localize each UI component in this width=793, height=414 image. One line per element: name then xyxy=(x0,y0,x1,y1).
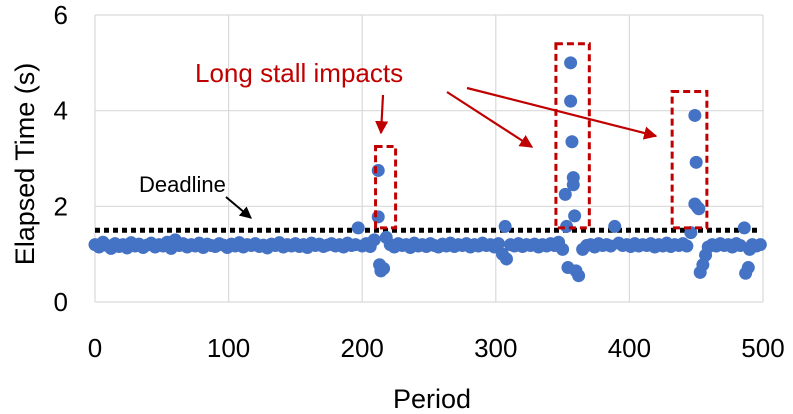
data-point xyxy=(377,262,391,276)
gridlines xyxy=(94,14,764,303)
x-tick-label: 0 xyxy=(88,333,102,363)
y-axis-title: Elapsed Time (s) xyxy=(10,63,40,266)
data-point xyxy=(556,242,570,256)
data-points xyxy=(88,56,767,283)
deadline-label: Deadline xyxy=(139,172,226,197)
y-tick-label: 0 xyxy=(54,287,68,317)
axes: 0 100 200 300 400 500 0 2 4 6 xyxy=(54,0,785,363)
x-axis-title: Period xyxy=(393,384,471,414)
data-point xyxy=(680,239,694,253)
x-tick-label: 200 xyxy=(341,333,384,363)
x-tick-label: 100 xyxy=(207,333,250,363)
deadline-arrow xyxy=(225,196,252,219)
annotations xyxy=(225,42,709,230)
data-point xyxy=(367,233,381,247)
y-tick-label: 4 xyxy=(54,96,68,126)
data-point xyxy=(608,219,622,233)
stall-region-box xyxy=(670,90,709,230)
data-point xyxy=(568,209,582,223)
data-point xyxy=(566,178,580,192)
data-point xyxy=(565,135,579,149)
stall-arrow xyxy=(375,94,389,135)
data-point xyxy=(684,226,698,240)
data-point xyxy=(491,237,505,251)
y-tick-label: 6 xyxy=(54,0,68,30)
stall-annotation-label: Long stall impacts xyxy=(195,58,403,88)
x-tick-label: 500 xyxy=(741,333,784,363)
stall-region-box xyxy=(374,145,398,230)
data-point xyxy=(753,238,767,252)
data-point xyxy=(689,155,703,169)
data-point xyxy=(564,94,578,108)
data-point xyxy=(371,210,385,224)
data-point xyxy=(351,221,365,235)
data-point xyxy=(741,261,755,275)
data-point xyxy=(371,163,385,177)
data-point xyxy=(499,252,513,266)
y-tick-label: 2 xyxy=(54,191,68,221)
data-point xyxy=(737,221,751,235)
stall-region-box xyxy=(554,42,591,230)
data-point xyxy=(572,269,586,283)
data-point xyxy=(692,202,706,216)
data-point xyxy=(558,187,572,201)
stall-arrow xyxy=(446,91,534,148)
data-point xyxy=(688,108,702,122)
data-point xyxy=(560,219,574,233)
data-point xyxy=(498,219,512,233)
data-point xyxy=(564,56,578,70)
stall-arrow xyxy=(466,86,658,140)
x-tick-label: 400 xyxy=(608,333,651,363)
x-tick-label: 300 xyxy=(474,333,517,363)
